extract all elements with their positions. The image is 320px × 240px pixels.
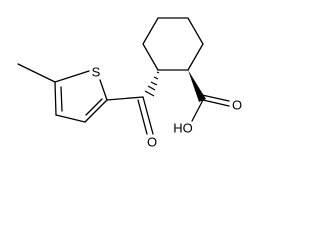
atom-label: O (232, 97, 242, 112)
bonds (17, 17, 230, 135)
carboxyl-bond (191, 99, 204, 122)
carboxyl-double-bond (202, 99, 230, 107)
page: S O O HO (() => { const data = JSON.pars… (17, 17, 243, 150)
carbonyl-bond (137, 99, 148, 135)
bond (84, 99, 108, 123)
double-bond (85, 98, 103, 116)
methyl-bond (17, 63, 56, 83)
bond (55, 114, 86, 123)
atom-label: S (92, 64, 101, 79)
atom-label: O (147, 134, 157, 149)
atom-label: HO (173, 120, 193, 135)
hashed-bond (144, 71, 160, 97)
bond (54, 81, 57, 116)
cyclohexane-ring (142, 17, 204, 71)
carbonyl-bond (142, 96, 154, 135)
bond (99, 79, 108, 101)
bond (106, 96, 144, 101)
bond (54, 70, 90, 83)
double-bond (60, 86, 63, 112)
atom-labels: S O O HO (92, 64, 242, 149)
carboxyl-double-bond (201, 94, 230, 102)
wedge-bond (188, 70, 206, 102)
structure-diagram: S O O HO (17, 17, 242, 149)
